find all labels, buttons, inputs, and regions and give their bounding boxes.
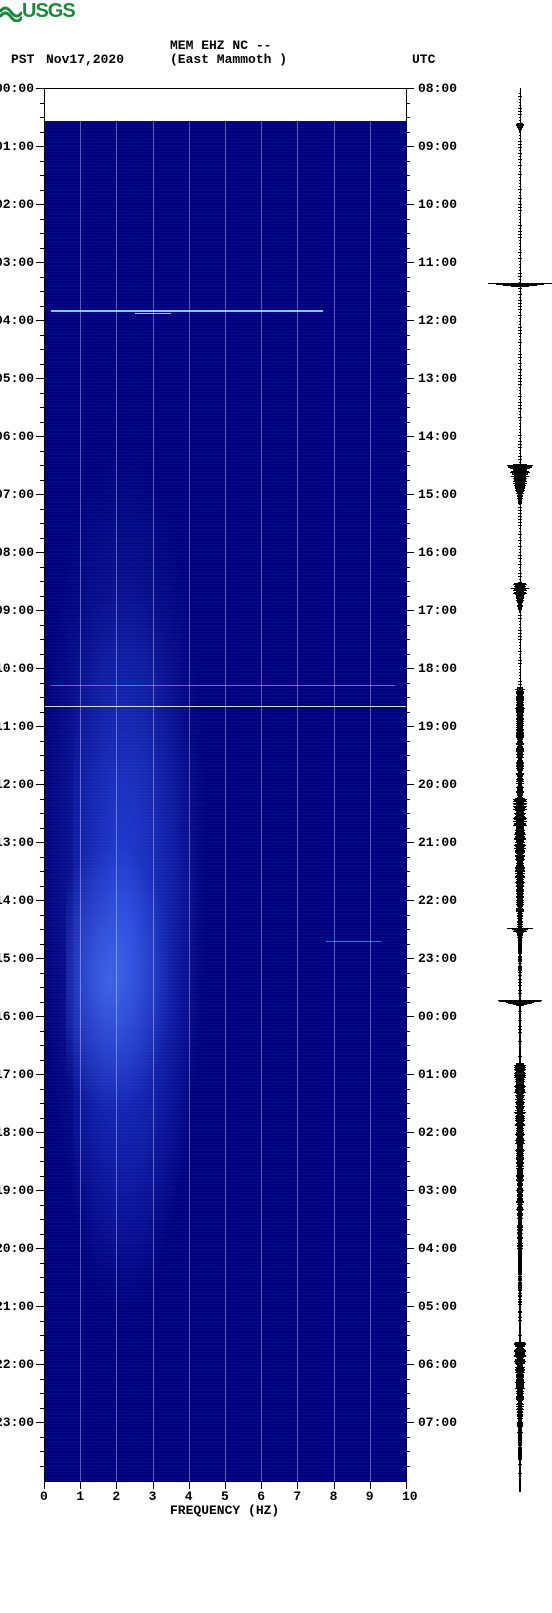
right-time-label: 14:00 xyxy=(418,429,457,444)
x-tick-label: 4 xyxy=(185,1489,193,1504)
right-time-label: 08:00 xyxy=(418,81,457,96)
right-time-label: 23:00 xyxy=(418,951,457,966)
station-line2: (East Mammoth ) xyxy=(170,52,287,67)
left-time-label: 14:00 xyxy=(0,893,34,908)
logo-text: USGS xyxy=(22,0,75,23)
right-time-label: 06:00 xyxy=(418,1357,457,1372)
left-time-label: 00:00 xyxy=(0,81,34,96)
right-time-label: 10:00 xyxy=(418,197,457,212)
left-time-label: 17:00 xyxy=(0,1067,34,1082)
right-time-label: 11:00 xyxy=(418,255,457,270)
left-time-label: 06:00 xyxy=(0,429,34,444)
date-label: Nov17,2020 xyxy=(46,52,124,67)
left-time-label: 18:00 xyxy=(0,1125,34,1140)
right-time-label: 12:00 xyxy=(418,313,457,328)
left-time-label: 03:00 xyxy=(0,255,34,270)
left-time-label: 22:00 xyxy=(0,1357,34,1372)
x-tick-label: 0 xyxy=(40,1489,48,1504)
x-tick-label: 1 xyxy=(76,1489,84,1504)
left-time-label: 20:00 xyxy=(0,1241,34,1256)
left-time-label: 11:00 xyxy=(0,719,34,734)
left-time-label: 13:00 xyxy=(0,835,34,850)
x-tick-label: 9 xyxy=(366,1489,374,1504)
right-time-label: 13:00 xyxy=(418,371,457,386)
right-time-label: 16:00 xyxy=(418,545,457,560)
left-time-label: 09:00 xyxy=(0,603,34,618)
right-time-label: 17:00 xyxy=(418,603,457,618)
right-time-label: 07:00 xyxy=(418,1415,457,1430)
right-time-label: 21:00 xyxy=(418,835,457,850)
right-time-label: 18:00 xyxy=(418,661,457,676)
x-tick-label: 8 xyxy=(330,1489,338,1504)
left-time-label: 12:00 xyxy=(0,777,34,792)
right-time-label: 03:00 xyxy=(418,1183,457,1198)
left-time-label: 19:00 xyxy=(0,1183,34,1198)
seismogram-trace xyxy=(490,88,550,1481)
right-time-label: 05:00 xyxy=(418,1299,457,1314)
right-time-label: 15:00 xyxy=(418,487,457,502)
x-tick-label: 2 xyxy=(112,1489,120,1504)
right-time-label: 00:00 xyxy=(418,1009,457,1024)
right-time-label: 20:00 xyxy=(418,777,457,792)
x-tick-label: 10 xyxy=(402,1489,418,1504)
left-time-label: 23:00 xyxy=(0,1415,34,1430)
left-time-label: 05:00 xyxy=(0,371,34,386)
right-time-label: 04:00 xyxy=(418,1241,457,1256)
x-tick-label: 7 xyxy=(293,1489,301,1504)
tz-left-label: PST xyxy=(11,52,34,67)
usgs-logo: USGS xyxy=(0,0,75,23)
left-time-label: 10:00 xyxy=(0,661,34,676)
spectro-blank-top xyxy=(44,88,406,121)
right-time-label: 09:00 xyxy=(418,139,457,154)
right-time-label: 22:00 xyxy=(418,893,457,908)
left-time-label: 01:00 xyxy=(0,139,34,154)
tz-right-label: UTC xyxy=(412,52,435,67)
x-tick-label: 6 xyxy=(257,1489,265,1504)
right-time-label: 01:00 xyxy=(418,1067,457,1082)
left-time-label: 07:00 xyxy=(0,487,34,502)
x-tick-label: 3 xyxy=(149,1489,157,1504)
station-line1: MEM EHZ NC -- xyxy=(170,38,271,53)
left-time-label: 04:00 xyxy=(0,313,34,328)
left-time-label: 08:00 xyxy=(0,545,34,560)
left-time-label: 02:00 xyxy=(0,197,34,212)
x-axis-label: FREQUENCY (HZ) xyxy=(170,1503,279,1518)
left-time-label: 21:00 xyxy=(0,1299,34,1314)
right-time-label: 19:00 xyxy=(418,719,457,734)
left-time-label: 15:00 xyxy=(0,951,34,966)
left-time-label: 16:00 xyxy=(0,1009,34,1024)
right-time-label: 02:00 xyxy=(418,1125,457,1140)
x-tick-label: 5 xyxy=(221,1489,229,1504)
spectrogram-plot xyxy=(44,88,406,1481)
